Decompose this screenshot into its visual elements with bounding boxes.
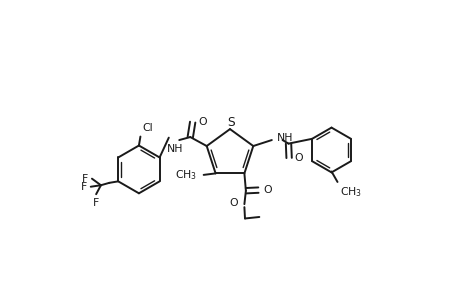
Text: CH$_3$: CH$_3$: [174, 168, 196, 182]
Text: O: O: [198, 117, 206, 127]
Text: F: F: [82, 174, 88, 184]
Text: O: O: [263, 185, 272, 195]
Text: CH$_3$: CH$_3$: [340, 185, 362, 199]
Text: O: O: [230, 198, 238, 208]
Text: NH: NH: [277, 133, 293, 143]
Text: NH: NH: [166, 144, 183, 154]
Text: S: S: [226, 116, 234, 129]
Text: Cl: Cl: [142, 123, 153, 133]
Text: O: O: [294, 153, 302, 163]
Text: F: F: [93, 198, 99, 208]
Text: F: F: [81, 182, 87, 192]
